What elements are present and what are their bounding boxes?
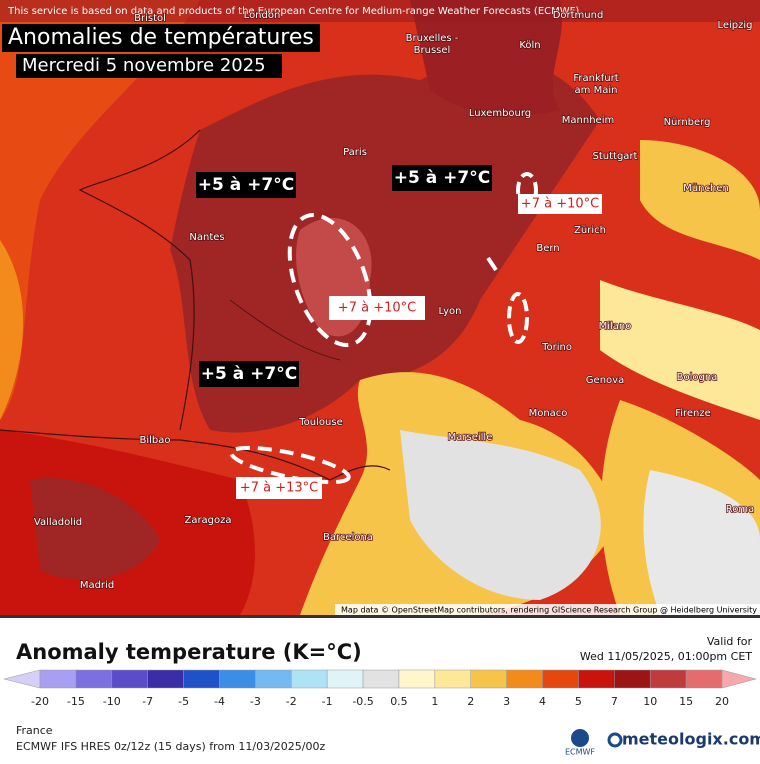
colorbar-tick-label: -20 — [31, 695, 49, 708]
colorbar-segment — [685, 669, 723, 689]
meteologix-logo: meteologix.com — [622, 730, 760, 749]
city-label: Marseille — [448, 432, 493, 443]
city-label: Torino — [541, 342, 572, 353]
title-bg — [2, 24, 320, 52]
city-label: Leipzig — [717, 20, 752, 31]
annotation: +7 à +13°C — [240, 481, 318, 496]
valid-label: Valid for — [707, 635, 753, 648]
city-label: Bologna — [677, 372, 718, 383]
map — [0, 0, 760, 615]
colorbar-tick-label: 20 — [715, 695, 729, 708]
colorbar-tick-label: 7 — [611, 695, 618, 708]
colorbar-segment — [39, 669, 77, 689]
city-label: Brussel — [414, 45, 451, 56]
colorbar-segment — [649, 669, 687, 689]
city-label: Frankfurt — [573, 73, 618, 84]
city-label: Valladolid — [34, 517, 82, 528]
colorbar-tick-label: -4 — [214, 695, 225, 708]
annotation: +5 à +7°C — [201, 364, 297, 384]
colorbar-segment — [75, 669, 113, 689]
colorbar-segment — [434, 669, 471, 689]
colorbar-segment — [362, 669, 400, 689]
city-label: Nürnberg — [664, 117, 711, 128]
city-label: Roma — [726, 504, 755, 515]
ecmwf-logo: ECMWF — [565, 748, 595, 757]
city-label: Bristol — [134, 13, 166, 24]
subtitle: Mercredi 5 novembre 2025 — [22, 55, 266, 76]
city-label: Bilbao — [139, 435, 170, 446]
attribution: Map data © OpenStreetMap contributors, r… — [341, 606, 757, 615]
colorbar-tick-label: 15 — [679, 695, 693, 708]
annotation: +7 à +10°C — [338, 301, 416, 316]
colorbar-segment — [291, 669, 328, 689]
notice-bg — [0, 0, 760, 22]
colorbar-tick-label: 0.5 — [390, 695, 408, 708]
annotation: +5 à +7°C — [394, 168, 490, 188]
city-label: Zaragoza — [184, 515, 231, 526]
colorbar-segment — [326, 669, 364, 689]
colorbar-tick-label: 10 — [643, 695, 657, 708]
city-label: Genova — [586, 375, 624, 386]
annotation: +7 à +10°C — [521, 197, 599, 212]
city-label: Luxembourg — [469, 108, 531, 119]
city-label: Toulouse — [298, 417, 342, 428]
city-label: Barcelona — [323, 532, 373, 543]
title: Anomalies de températures — [8, 25, 314, 50]
colorbar-tick-label: -15 — [67, 695, 85, 708]
colorbar: -20 -15 -10 -7 -5 -4 -3 -2 -1 -0.5 0.5 1 2 3 4 5 7 10 15 20 — [3, 669, 757, 708]
colorbar-tick-label: 3 — [503, 695, 510, 708]
city-label: München — [683, 183, 729, 194]
city-label: Lyon — [438, 306, 461, 317]
colorbar-segment — [219, 669, 256, 689]
notice: This service is based on data and produc… — [7, 6, 579, 17]
valid-time: Wed 11/05/2025, 01:00pm CET — [580, 650, 752, 663]
colorbar-segment — [147, 669, 184, 689]
colorbar-segment — [614, 669, 651, 689]
city-label: Zürich — [574, 225, 606, 236]
colorbar-segment — [578, 669, 615, 689]
city-label: Madrid — [80, 580, 114, 591]
colorbar-tick-label: -2 — [286, 695, 297, 708]
colorbar-segment — [398, 669, 436, 689]
subtitle-bg — [16, 54, 282, 78]
colorbar-tick-label: -7 — [142, 695, 153, 708]
city-label: Dortmund — [553, 10, 604, 21]
colorbar-segment — [183, 669, 220, 689]
city-label: Mannheim — [562, 115, 614, 126]
annotation: +5 à +7°C — [198, 175, 294, 195]
colorbar-tick-label: 1 — [431, 695, 438, 708]
colorbar-segment — [111, 669, 148, 689]
colorbar-tick-label: 5 — [575, 695, 582, 708]
city-label: am Main — [575, 85, 618, 96]
legend-title: Anomaly temperature (K=°C) — [16, 640, 362, 664]
colorbar-segment — [470, 669, 507, 689]
city-label: Milano — [599, 321, 632, 332]
city-label: Bruxelles - — [406, 33, 459, 44]
city-label: Stuttgart — [593, 151, 638, 162]
city-label: London — [244, 10, 281, 21]
colorbar-tick-label: -10 — [103, 695, 121, 708]
colorbar-end — [3, 669, 41, 689]
colorbar-tick-label: 2 — [467, 695, 474, 708]
colorbar-tick-label: -5 — [178, 695, 189, 708]
colorbar-tick-label: -0.5 — [352, 695, 373, 708]
city-label: Firenze — [675, 408, 711, 419]
model: ECMWF IFS HRES 0z/12z (15 days) from 11/… — [16, 740, 326, 753]
colorbar-segment — [255, 669, 292, 689]
region: France — [16, 724, 53, 737]
colorbar-tick-label: -3 — [250, 695, 261, 708]
city-label: Bern — [536, 243, 559, 254]
colorbar-tick-label: 4 — [539, 695, 546, 708]
city-label: Köln — [519, 40, 540, 51]
colorbar-tick-label: -1 — [322, 695, 333, 708]
colorbar-segment — [506, 669, 543, 689]
city-label: Nantes — [189, 232, 224, 243]
city-label: Paris — [343, 147, 367, 158]
colorbar-segment — [542, 669, 579, 689]
city-label: Monaco — [529, 408, 568, 419]
colorbar-end — [721, 669, 757, 689]
